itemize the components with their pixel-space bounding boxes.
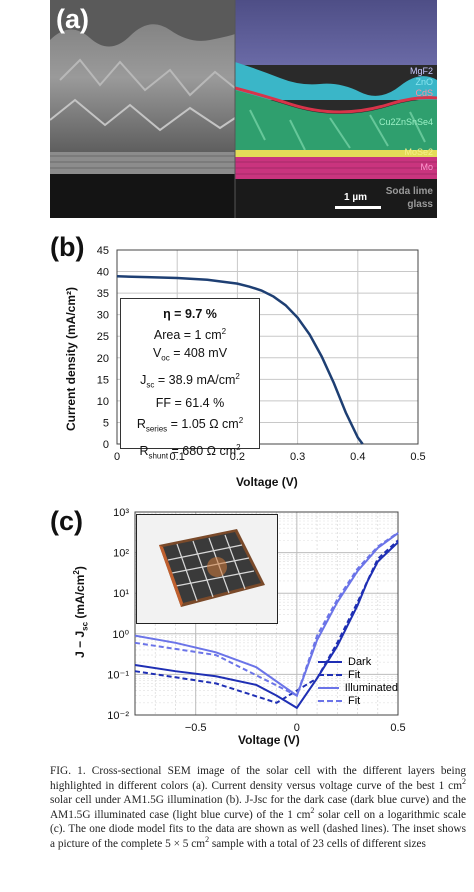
y-tick-label: 10 bbox=[97, 396, 109, 408]
plot-frame bbox=[116, 249, 419, 445]
plot-frame bbox=[134, 511, 399, 716]
y-tick-label: 20 bbox=[97, 353, 109, 365]
x-tick-label: 0.4 bbox=[350, 451, 365, 463]
panel-b-letter: (b) bbox=[50, 232, 85, 262]
layer-label-mose2: MoSe2 bbox=[404, 147, 433, 157]
layer-label-czts: Cu2ZnSnSe4 bbox=[378, 117, 433, 127]
y-tick-label: 10⁻² bbox=[107, 710, 129, 722]
legend-item-illuminated: Illuminated bbox=[318, 681, 398, 694]
rshunt-value: Rshunt = 680 Ω cm2 bbox=[139, 442, 241, 461]
chart-b-xlabel: Voltage (V) bbox=[236, 475, 298, 489]
panel-c-letter: (c) bbox=[50, 506, 83, 536]
chart-c-legend: Dark Fit Illuminated Fit bbox=[318, 655, 398, 707]
y-tick-label: 25 bbox=[97, 331, 109, 343]
y-tick-label: 10¹ bbox=[113, 588, 129, 600]
area-value: Area = 1 cm2 bbox=[153, 327, 227, 343]
sem-image-graphic bbox=[50, 0, 437, 218]
figure-caption: FIG. 1. Cross-sectional SEM image of the… bbox=[50, 765, 466, 850]
y-tick-label: 5 bbox=[103, 417, 109, 429]
x-tick-label: 0.3 bbox=[290, 451, 305, 463]
legend-item-dark: Dark bbox=[318, 655, 398, 668]
layer-label-glass: glass bbox=[407, 199, 433, 210]
x-tick-label: 0 bbox=[294, 722, 300, 734]
jv-curve bbox=[116, 275, 364, 445]
rseries-value: Rseries = 1.05 Ω cm2 bbox=[136, 416, 244, 434]
x-tick-label: −0.5 bbox=[185, 722, 207, 734]
y-tick-label: 10³ bbox=[113, 507, 129, 519]
x-tick-label: 0.2 bbox=[230, 451, 245, 463]
legend-item-dark-fit: Fit bbox=[318, 668, 398, 681]
legend-swatch-illuminated bbox=[318, 686, 339, 689]
legend-item-illuminated-fit: Fit bbox=[318, 694, 398, 707]
layer-label-soda-lime: Soda lime bbox=[385, 186, 433, 197]
cell-parameters-box: η = 9.7 % Area = 1 cm2 Voc = 408 mV Jsc … bbox=[120, 298, 260, 461]
y-tick-label: 45 bbox=[97, 245, 109, 257]
dark-fit-curve bbox=[134, 539, 399, 704]
x-tick-label: 0.1 bbox=[170, 451, 185, 463]
y-tick-label: 10⁻¹ bbox=[107, 669, 129, 681]
x-tick-label: 0 bbox=[114, 451, 120, 463]
chart-b-ylabel: Current density (mA/cm²) bbox=[64, 286, 78, 432]
chart-c-xlabel: Voltage (V) bbox=[238, 733, 300, 747]
y-tick-label: 10² bbox=[113, 548, 129, 560]
chart-c-ylabel: J − Jsc (mA/cm2) bbox=[72, 566, 90, 658]
layer-label-cds: CdS bbox=[415, 88, 433, 98]
sample-photo-inset bbox=[136, 514, 278, 624]
layer-label-mgf2: MgF2 bbox=[409, 66, 433, 76]
legend-swatch-illuminated-fit bbox=[318, 699, 342, 702]
illuminated-fit-curve bbox=[134, 531, 399, 698]
y-tick-label: 0 bbox=[103, 439, 109, 451]
sample-photo bbox=[137, 515, 277, 623]
voc-value: Voc = 408 mV bbox=[152, 346, 228, 363]
panel-a-letter: (a) bbox=[56, 4, 89, 34]
efficiency-value: η = 9.7 % bbox=[163, 307, 217, 321]
x-tick-label: 0.5 bbox=[390, 722, 405, 734]
y-tick-label: 30 bbox=[97, 310, 109, 322]
jsc-value: Jsc = 38.9 mA/cm2 bbox=[140, 371, 240, 390]
x-tick-label: 0.5 bbox=[410, 451, 425, 463]
scale-bar bbox=[335, 206, 381, 209]
y-tick-label: 15 bbox=[97, 374, 109, 386]
ff-value: FF = 61.4 % bbox=[155, 396, 225, 411]
y-tick-label: 40 bbox=[97, 267, 109, 279]
y-tick-label: 35 bbox=[97, 288, 109, 300]
legend-swatch-dark-fit bbox=[318, 673, 342, 676]
y-tick-label: 10⁰ bbox=[112, 629, 129, 641]
legend-swatch-dark bbox=[318, 660, 342, 663]
layer-label-zno: ZnO bbox=[415, 77, 433, 87]
layer-label-mo: Mo bbox=[420, 162, 433, 172]
scale-bar-label: 1 µm bbox=[344, 192, 367, 203]
sem-image: (a) MgF2 ZnO CdS Cu2ZnSnSe4 MoSe2 Mo Sod… bbox=[50, 0, 437, 218]
